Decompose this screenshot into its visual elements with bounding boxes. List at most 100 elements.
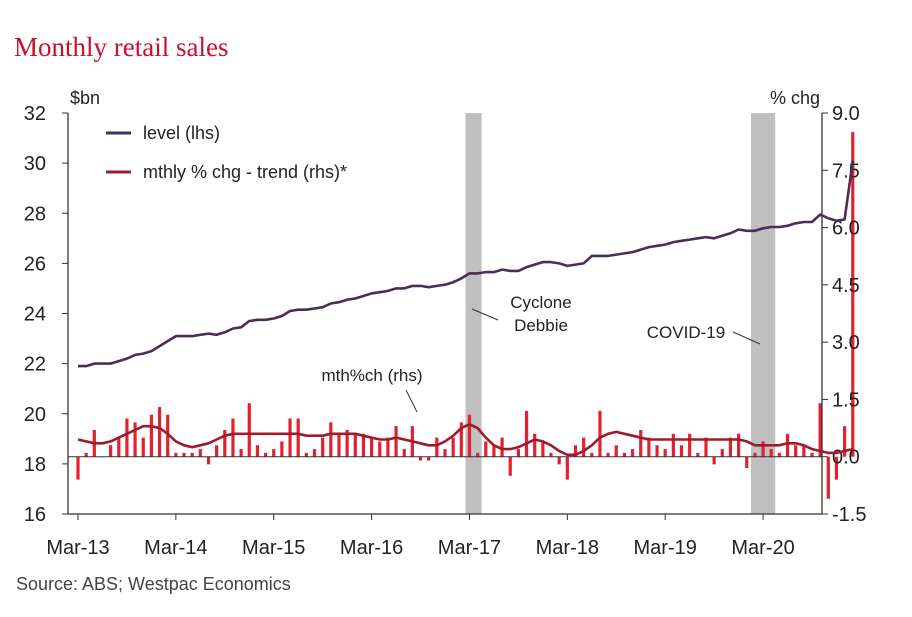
mthch-bar [231,418,235,457]
mthch-bar [206,456,211,465]
mthch-bar [834,456,839,480]
mthch-bar [198,449,202,457]
annotation-cyclone-pointer [471,308,499,321]
mthch-bar [582,437,586,457]
x-tick-label: Mar-16 [340,537,403,559]
annotation-mthch-pointer [405,389,418,413]
annotations: Cyclone Debbie COVID-19 mth%ch (rhs) [321,293,761,413]
right-tick-label: 3.0 [832,332,860,354]
mthch-bar [125,418,129,457]
mthch-bar [826,456,830,499]
mthch-bar [541,441,545,457]
x-tick-label: Mar-20 [731,537,794,559]
mthch-bar [598,410,602,457]
mthch-bar [427,456,431,461]
legend: level (lhs) mthly % chg - trend (rhs)* [106,123,347,182]
mthch-bar [728,437,733,457]
mthch-bar [557,456,561,465]
annotation-cyclone: Cyclone [510,293,571,312]
mthch-bar [280,441,284,457]
mthch-bar [312,449,317,457]
mthch-bar [614,445,618,457]
mthch-bar [500,437,504,457]
mthch-bar [590,452,594,457]
mthch-bar [712,456,716,465]
right-tick-label: 4.5 [832,275,860,297]
x-tick-label: Mar-15 [242,537,305,559]
left-tick-label: 26 [24,253,46,275]
mthch-bar [467,414,472,457]
mthch-bar [573,445,578,457]
mthch-bar [117,437,121,457]
mthch-bar [353,433,357,457]
mthch-bar [296,418,300,457]
mthch-bar [263,452,268,457]
mthch-bar [843,426,847,457]
mthch-bar [777,452,781,457]
mthch-bar [688,433,692,457]
mthch-bar [361,433,366,457]
mthch-bar [247,403,251,457]
mthch-bar [109,445,113,457]
mthch-bar [639,429,643,457]
mthch-bar [378,441,382,457]
mthch-bar [818,403,822,457]
left-tick-label: 22 [24,354,46,376]
mthch-bar [655,445,659,457]
mthch-bar [215,445,219,457]
annotation-debbie: Debbie [514,316,568,335]
shaded-periods [465,113,776,514]
mthch-bar [476,452,480,457]
mthch-bar [239,449,243,457]
right-tick-label: -1.5 [832,504,866,526]
mthch-bar [451,437,455,457]
series-lines [77,160,855,457]
right-tick-label: 6.0 [832,218,860,240]
mthch-bar [630,449,635,457]
mthch-bar [565,456,569,480]
mthch-bar [321,437,325,457]
mthch-bar [663,449,667,457]
mthch-bar [133,422,137,457]
mthch-bar [370,437,374,457]
mthch-bar [386,437,390,457]
mthch-bar [84,452,88,457]
mthch-bar [288,418,292,457]
mthch-bar [190,452,194,457]
mthch-bar [255,445,260,457]
x-tick-label: Mar-19 [634,537,697,559]
x-tick-label: Mar-18 [536,537,599,559]
mthch-bar [761,441,765,457]
annotation-covid: COVID-19 [647,323,725,342]
x-tick-label: Mar-17 [438,537,501,559]
mthch-bar [622,452,627,457]
right-tick-label: 7.5 [832,160,860,182]
mthch-bar [418,456,423,461]
x-tick-label: Mar-14 [144,537,207,559]
mthch-bar [402,449,406,457]
mthch-bar [182,452,186,457]
mthch-bar [679,445,684,457]
axes: 161820222426283032-1.50.01.53.04.56.07.5… [24,88,867,559]
mthch-bar [157,407,162,457]
right-tick-label: 9.0 [832,103,860,125]
mthch-bar [671,433,675,457]
mthch-bar [737,433,741,457]
mthch-bar [533,433,537,457]
right-tick-label: 1.5 [832,389,860,411]
left-tick-label: 20 [24,404,46,426]
left-tick-label: 28 [24,203,46,225]
mthch-bar [141,437,145,457]
mthch-bar [174,452,178,457]
left-tick-label: 18 [24,454,46,476]
x-tick-label: Mar-13 [46,537,109,559]
mthch-bar [166,414,170,457]
mthch-bar [508,456,512,476]
mthch-bar [606,452,610,457]
mthch-bars [76,132,855,499]
mthch-bar [516,449,520,457]
level-line [78,160,855,368]
mthch-bar [785,433,790,457]
mthch-bar [524,410,529,457]
mthch-bar [304,452,308,457]
